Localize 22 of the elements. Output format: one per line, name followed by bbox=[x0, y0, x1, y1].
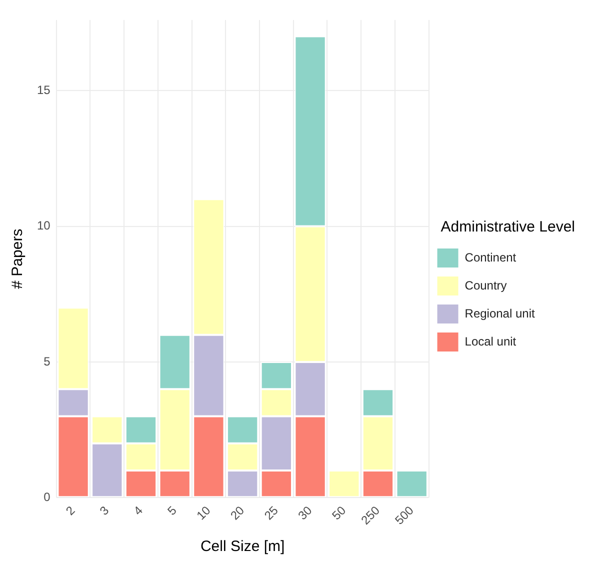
legend-title: Administrative Level bbox=[440, 218, 576, 236]
x-tick-label: 250 bbox=[358, 503, 383, 528]
legend-label: Country bbox=[464, 278, 507, 292]
x-tick-label: 5 bbox=[164, 503, 180, 518]
x-tick-label: 20 bbox=[228, 503, 248, 523]
x-tick-label: 4 bbox=[130, 503, 146, 518]
x-tick-label: 10 bbox=[194, 503, 214, 523]
legend-label: Local unit bbox=[464, 334, 517, 348]
x-tick-label: 25 bbox=[262, 503, 282, 523]
y-tick-label: 15 bbox=[36, 82, 51, 97]
legend-label: Continent bbox=[464, 250, 517, 264]
x-tick-label: 50 bbox=[329, 503, 349, 523]
x-tick-label: 30 bbox=[295, 503, 315, 523]
y-tick-label: 0 bbox=[44, 490, 51, 504]
x-axis-title: Cell Size [m] bbox=[200, 538, 285, 556]
x-tick-label: 500 bbox=[392, 503, 417, 528]
legend-label: Regional unit bbox=[464, 306, 536, 320]
y-axis-title: # Papers bbox=[9, 228, 26, 289]
y-tick-label: 10 bbox=[36, 218, 51, 233]
x-tick-label: 2 bbox=[63, 503, 78, 518]
y-tick-label: 5 bbox=[44, 354, 51, 368]
x-tick-label: 3 bbox=[96, 503, 112, 518]
